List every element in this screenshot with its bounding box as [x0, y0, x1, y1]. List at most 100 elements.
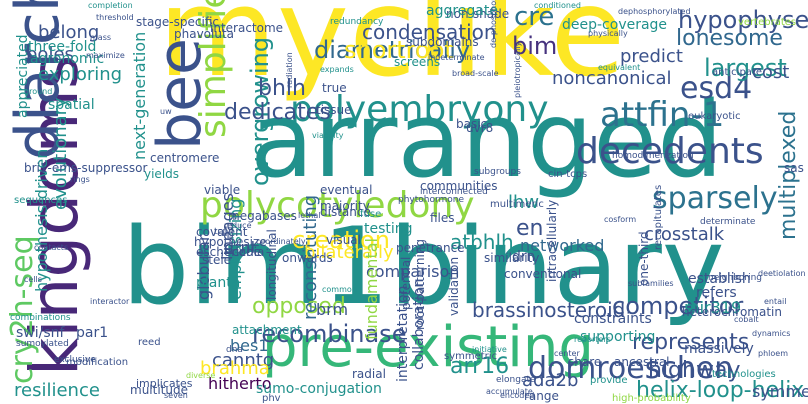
cloud-word-conditioned: conditioned	[534, 1, 581, 10]
cloud-word-potential: potential	[399, 256, 413, 310]
cloud-word-three-fold: three-fold	[28, 39, 97, 55]
cloud-word-conventional: conventional	[504, 267, 582, 281]
cloud-word-one-third: one-third	[637, 231, 651, 286]
cloud-word-polyembryony: polyembryony	[290, 89, 549, 130]
cloud-word-determinate: determinate	[700, 217, 756, 227]
cloud-word-spatial: spatial	[48, 97, 95, 113]
cloud-word-mir319: mir319	[684, 298, 742, 317]
cloud-word-neighboring: neighboring	[708, 273, 762, 283]
cloud-word-implicates: implicates	[136, 377, 193, 390]
cloud-word-condensation: condensation	[362, 20, 497, 44]
cloud-word-supporting: supporting	[580, 329, 656, 345]
cloud-word-fuse: fuse	[360, 209, 382, 220]
cloud-word-escherichia: escherichia	[196, 245, 265, 259]
cloud-word-provide: provide	[590, 375, 628, 386]
cloud-word-planta: planta	[196, 275, 241, 291]
cloud-word-uvr8: uvr8	[466, 121, 494, 135]
cloud-word-drnl: drnl	[224, 238, 256, 257]
cloud-word-multimeric: multimeric	[490, 199, 544, 210]
cloud-word-canntg: canntg	[212, 350, 275, 371]
cloud-word-share: share	[568, 355, 602, 369]
cloud-word-multiplexed: multiplexed	[776, 110, 801, 240]
cloud-word-crosstalk: crosstalk	[644, 224, 725, 245]
cloud-word-de-phosphorylated: de-phosphorylated	[489, 0, 498, 48]
cloud-word-majority: majority	[320, 199, 370, 213]
cloud-word-penetrance: penetrance	[396, 241, 465, 255]
cloud-word-ancestral: ancestral	[614, 355, 670, 369]
cloud-word-cost: cost	[752, 62, 790, 83]
cloud-word-equivalent: equivalent	[598, 63, 641, 72]
cloud-word-creation: creation	[292, 226, 390, 254]
cloud-word-cre: cre	[514, 2, 555, 32]
cloud-word-bilaterally: bilaterally	[304, 242, 394, 263]
cloud-word-dephosphorylated: dephosphorylated	[618, 7, 691, 16]
cloud-word-lethal: lethal	[298, 211, 321, 220]
cloud-word-arr16: arr16	[450, 354, 510, 379]
cloud-word-radial: radial	[352, 367, 386, 381]
cloud-word-brahma: brahma	[200, 358, 270, 379]
cloud-word-physically: physically	[588, 29, 628, 38]
cloud-word-high-probability: high-probability	[612, 393, 691, 404]
cloud-word-phloem: phloem	[758, 349, 788, 358]
cloud-word-helix-loop-helix: helix-loop-helix	[636, 378, 805, 403]
cloud-word-swi-snf: swi/snf	[16, 325, 65, 341]
cloud-word-subgroups: subgroups	[474, 167, 521, 177]
cloud-word-accumulate: accumulate	[486, 387, 533, 396]
cloud-word-interactor: interactor	[90, 297, 130, 306]
cloud-word-subdomains: subdomains	[406, 35, 479, 49]
cloud-word-bes1: bes1	[230, 336, 269, 355]
cloud-word-largest: largest	[704, 54, 787, 82]
cloud-word-phavoluta: phavoluta	[174, 27, 235, 41]
cloud-word-code: code	[232, 245, 261, 259]
cloud-word-sparsely: sparsely	[652, 181, 778, 216]
cloud-word-interactome: interactome	[210, 21, 284, 35]
cloud-word-represents: represents	[632, 330, 750, 355]
cloud-word-homodimerization: homodimerization	[612, 151, 694, 161]
cloud-word-subfamilies: subfamilies	[628, 279, 674, 288]
cloud-word-onwards: onwards	[282, 251, 333, 265]
cloud-word-hypothesize: hypothesize	[194, 235, 267, 249]
cloud-word-deetiolation: deetiolation	[758, 269, 806, 278]
cloud-word-evolutionary: evolutionary	[50, 97, 71, 210]
cloud-word-center: center	[554, 349, 580, 358]
cloud-word-cells: cells	[24, 275, 42, 284]
cloud-word-competitor: competitor	[612, 292, 744, 320]
cloud-word-viable: viable	[204, 183, 241, 197]
cloud-word-establish: establish	[688, 271, 751, 287]
cloud-word-bim: bim	[512, 32, 558, 60]
cloud-word-cobalt: cobalt	[734, 315, 759, 324]
cloud-word-reporters: reporters	[574, 335, 611, 344]
cloud-word-par1: par1	[76, 325, 109, 341]
cloud-word-screens: screens	[394, 55, 441, 69]
cloud-word-modification: modification	[66, 357, 129, 368]
cloud-word-entail: entail	[764, 297, 787, 306]
cloud-word-refers: refers	[696, 285, 737, 301]
cloud-word-recapitulates: recapitulates	[653, 184, 664, 250]
cloud-word-shortroot: shortroot	[344, 36, 454, 64]
cloud-word-communities: communities	[420, 179, 498, 193]
cloud-word-contacts: contacts	[34, 243, 69, 252]
cloud-word-symmetric: symmetric	[444, 351, 498, 362]
cloud-word-seven: seven	[164, 391, 188, 400]
cloud-word-constraints: constraints	[574, 311, 652, 327]
cloud-word-bhlh: bhlh	[258, 76, 306, 101]
cloud-word-dedicates: dedicates	[224, 100, 331, 125]
cloud-word-attfin-1: attfin-1	[600, 95, 725, 135]
cloud-word-arranged: arranged	[250, 79, 724, 201]
cloud-word-multitude: multitude	[130, 383, 188, 397]
cloud-word-combinations: combinations	[10, 313, 71, 323]
cloud-word-networked: networked	[520, 236, 605, 255]
cloud-word-ada2b: ada2b	[522, 370, 579, 391]
cloud-word-tcp4: tcp4	[214, 227, 234, 237]
cloud-word-sequences: sequences	[14, 195, 68, 206]
cloud-word-aggregate: aggregate	[426, 3, 498, 19]
cloud-word-testing: testing	[364, 221, 413, 237]
cloud-word-attachment: attachment	[232, 323, 302, 337]
cloud-word-validation: validation	[447, 256, 461, 316]
cloud-word-belong: belong	[38, 22, 100, 43]
cloud-word-reed: reed	[138, 337, 161, 348]
cloud-word-mass: mass	[90, 33, 112, 42]
cloud-word-distance: distance	[320, 205, 371, 219]
cloud-word-predict: predict	[620, 46, 683, 67]
cloud-word-visual: visual	[326, 233, 361, 247]
